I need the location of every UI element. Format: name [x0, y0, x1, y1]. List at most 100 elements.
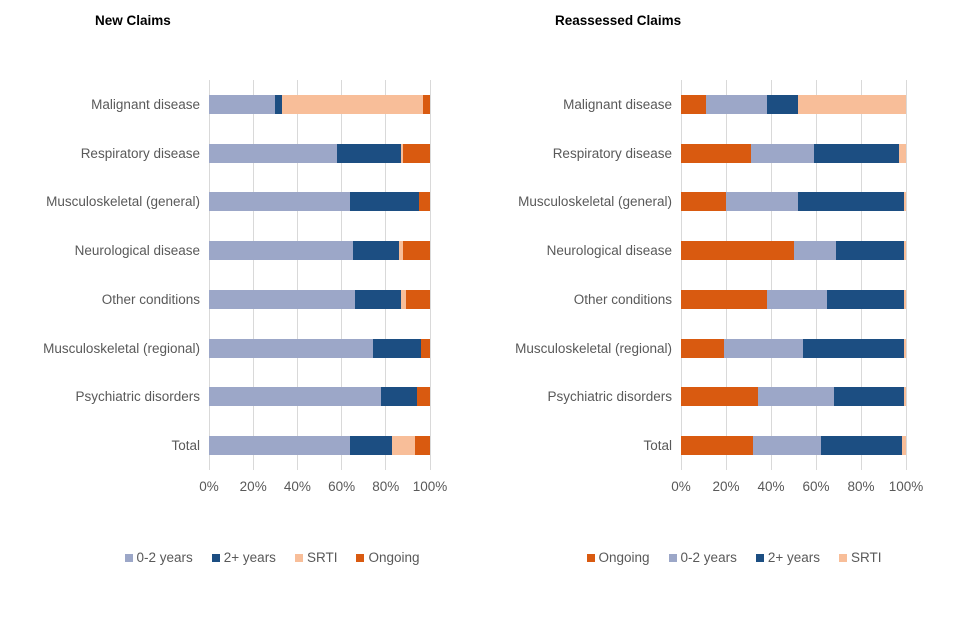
bar-segment [903, 192, 906, 212]
legend-label: Ongoing [368, 550, 420, 565]
bar-segment [350, 436, 393, 456]
category-label: Musculoskeletal (regional) [43, 340, 200, 356]
gridline [252, 80, 254, 470]
legend-swatch [838, 553, 847, 562]
bar-segment [209, 143, 338, 163]
bars [681, 80, 906, 470]
category-label: Musculoskeletal (general) [518, 194, 672, 210]
gridline [725, 80, 727, 470]
bar-segment [903, 387, 906, 407]
x-tick-label: 80% [847, 479, 875, 494]
legend-item: SRTI [294, 550, 337, 565]
bar-segment [798, 94, 906, 114]
stacked-bar [209, 387, 430, 407]
bar-segment [802, 338, 904, 358]
category-label: Neurological disease [546, 243, 672, 259]
category-label: Malignant disease [91, 96, 200, 112]
legend-item: 2+ years [755, 550, 820, 565]
x-tick-label: 0% [199, 479, 219, 494]
plot-area [680, 80, 907, 470]
bar-segment [209, 241, 353, 261]
gridline [905, 80, 907, 470]
x-tick-label: 20% [712, 479, 740, 494]
bar-segment [899, 143, 906, 163]
bar-segment [750, 143, 814, 163]
category-labels: Malignant disease Respiratory disease Musc… [480, 80, 672, 470]
bar-segment [372, 338, 422, 358]
bar-row [681, 178, 906, 227]
bar-segment [681, 387, 758, 407]
stacked-bar [209, 436, 430, 456]
gridlines [208, 80, 431, 470]
bar-row [209, 129, 430, 178]
category-label: Other conditions [101, 291, 200, 307]
bar-segment [681, 94, 706, 114]
stacked-bar [681, 387, 906, 407]
category-label: Psychiatric disorders [75, 389, 200, 405]
stacked-bar [209, 192, 430, 212]
bar-segment [723, 338, 803, 358]
bar-segment [350, 192, 419, 212]
bar-segment [421, 338, 430, 358]
legend-swatch [294, 553, 303, 562]
legend-label: Ongoing [598, 550, 650, 565]
bar-segment [726, 192, 798, 212]
category-label: Malignant disease [563, 96, 672, 112]
x-tick-label: 100% [412, 479, 448, 494]
bar-segment [209, 94, 276, 114]
bar-row [681, 324, 906, 373]
bar-segment [414, 436, 430, 456]
bar-segment [836, 241, 904, 261]
bar-segment [766, 289, 828, 309]
legend-swatch [124, 553, 133, 562]
legend-label: 2+ years [767, 550, 820, 565]
gridline [860, 80, 862, 470]
bar-segment [416, 387, 430, 407]
stacked-bar [209, 143, 430, 163]
bar-row [681, 373, 906, 422]
legend-item: Ongoing [356, 550, 420, 565]
plot-area [208, 80, 431, 470]
stacked-bar [681, 338, 906, 358]
x-tick-label: 0% [671, 479, 691, 494]
bar-segment [834, 387, 904, 407]
bar-segment [352, 241, 400, 261]
chart-reassessed-claims: Reassessed Claims Malignant disease Respi… [480, 0, 960, 640]
category-label: Psychiatric disorders [547, 389, 672, 405]
gridline [815, 80, 817, 470]
bar-segment [798, 192, 904, 212]
x-tick-label: 40% [283, 479, 311, 494]
legend-swatch [356, 553, 365, 562]
bar-segment [281, 94, 424, 114]
legend-item: 2+ years [211, 550, 276, 565]
bar-row [681, 80, 906, 129]
category-label: Total [171, 438, 200, 454]
stacked-bar [681, 94, 906, 114]
bar-segment [405, 289, 430, 309]
x-axis-ticks: 0% 20% 40% 60% 80% 100% [199, 479, 447, 497]
x-tick-label: 20% [239, 479, 267, 494]
bar-segment [903, 289, 906, 309]
bar-segment [681, 143, 751, 163]
stacked-bar [209, 289, 430, 309]
bar-segment [903, 241, 906, 261]
category-label: Other conditions [573, 291, 672, 307]
x-tick-label: 40% [757, 479, 785, 494]
stacked-bar [681, 192, 906, 212]
legend: Ongoing 0-2 years 2+ years SRTI [494, 550, 960, 565]
bar-segment [354, 289, 402, 309]
bar-segment [901, 436, 906, 456]
bar-segment [209, 338, 373, 358]
bar-segment [793, 241, 837, 261]
bar-row [681, 275, 906, 324]
bar-row [209, 226, 430, 275]
bar-segment [681, 192, 726, 212]
gridline [385, 80, 387, 470]
bar-segment [392, 436, 415, 456]
bar-segment [757, 387, 834, 407]
legend-swatch [668, 553, 677, 562]
bar-segment [681, 241, 794, 261]
bar-segment [209, 192, 351, 212]
bar-row [209, 324, 430, 373]
category-label: Neurological disease [74, 243, 200, 259]
